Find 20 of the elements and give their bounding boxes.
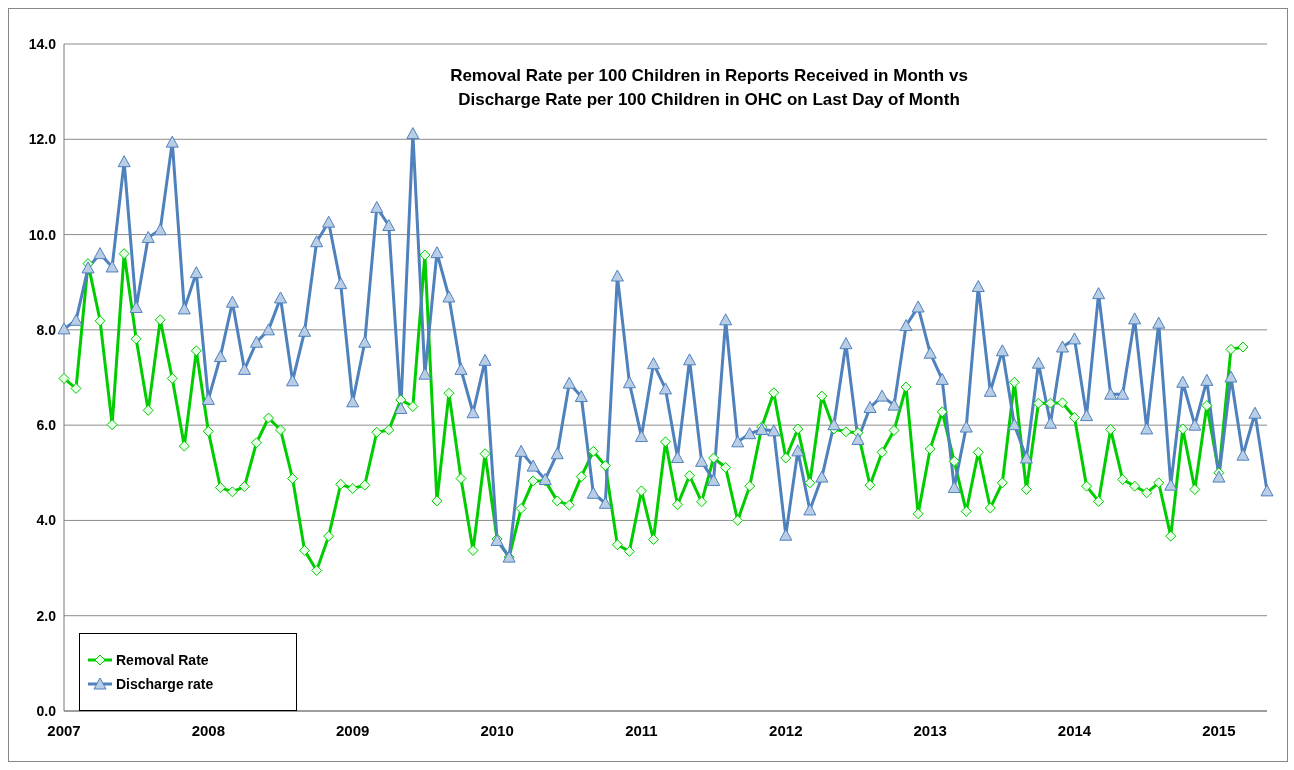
x-tick-label: 2013 [913,721,947,739]
x-tick-label: 2012 [769,721,803,739]
x-tick-label: 2010 [480,721,514,739]
y-tick-label: 14.0 [28,35,57,52]
x-tick-label: 2014 [1057,721,1092,739]
legend-label: Removal Rate [116,652,209,668]
y-tick-label: 0.0 [36,702,57,719]
text: Removal Rate per 100 Children in Reports Received in Month vs Discharge Rate per 100 Children in OHC on Last Day of Month [449,65,969,111]
x-tick-label: 2007 [47,721,81,739]
legend-label: Discharge rate [116,676,214,692]
y-tick-label: 2.0 [36,607,57,624]
y-tick-label: 8.0 [36,321,57,338]
y-tick-label: 10.0 [28,226,57,243]
y-tick-label: 4.0 [36,512,57,529]
x-tick-label: 2015 [1202,721,1236,739]
y-tick-label: 12.0 [28,131,57,148]
x-tick-label: 2008 [191,721,226,739]
y-tick-label: 6.0 [36,417,57,434]
x-tick-label: 2009 [336,721,370,739]
x-tick-label: 2011 [625,721,658,739]
